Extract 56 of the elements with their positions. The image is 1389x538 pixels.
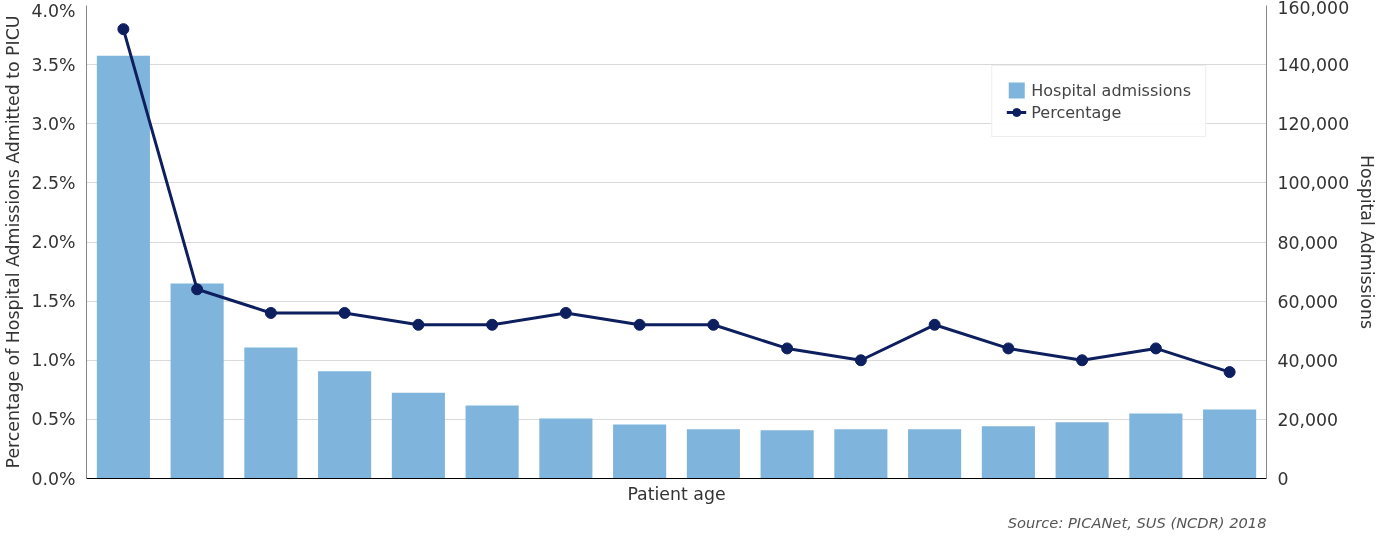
point xyxy=(633,318,646,331)
y2-tick-label: 100,000 xyxy=(1277,173,1350,194)
legend-label: Percentage xyxy=(1031,102,1122,122)
bar xyxy=(465,405,519,479)
bar xyxy=(244,347,298,479)
source-note: Source: PICANet, SUS (NCDR) 2018 xyxy=(1007,513,1267,531)
point xyxy=(707,318,720,331)
y2-tick-label: 120,000 xyxy=(1277,114,1350,135)
point xyxy=(854,354,867,367)
point xyxy=(781,342,794,355)
y-tick-label: 1.5% xyxy=(31,291,76,312)
y-tick-label: 2.5% xyxy=(31,172,76,193)
bar xyxy=(1129,413,1183,479)
point xyxy=(1223,366,1236,379)
y-tick-label: 1.0% xyxy=(31,350,76,371)
bar xyxy=(613,424,667,479)
y-tick-label: 4.0% xyxy=(31,0,76,21)
y2-tick-label: 0 xyxy=(1277,469,1289,489)
bar xyxy=(96,55,150,479)
y2-tick-label: 80,000 xyxy=(1277,232,1339,253)
y2-tick-label: 40,000 xyxy=(1277,350,1339,371)
point xyxy=(117,23,130,36)
y2-tick-label: 60,000 xyxy=(1277,291,1339,312)
y-tick-label: 3.0% xyxy=(31,113,76,134)
y-tick-label: 2.0% xyxy=(31,232,76,252)
point xyxy=(928,318,941,331)
point xyxy=(264,306,277,319)
bar xyxy=(539,418,593,479)
y-tick-label: 3.5% xyxy=(31,54,76,75)
bar xyxy=(1203,409,1257,479)
bar xyxy=(391,392,445,479)
y-tick-label: 0.0% xyxy=(31,468,76,489)
bar xyxy=(908,429,962,479)
point xyxy=(1002,342,1015,355)
point xyxy=(559,306,572,319)
bar xyxy=(981,426,1035,479)
legend-label: Hospital admissions xyxy=(1031,80,1191,100)
bar xyxy=(686,429,740,479)
point xyxy=(1076,354,1089,367)
y2-tick-label: 160,000 xyxy=(1277,0,1350,18)
point xyxy=(412,318,425,331)
point xyxy=(486,318,499,331)
y2-tick-label: 20,000 xyxy=(1277,409,1339,430)
bar xyxy=(760,430,814,479)
y2-axis-title: Hospital Admissions xyxy=(1357,155,1378,329)
bar xyxy=(170,283,224,479)
bar xyxy=(318,371,372,479)
point xyxy=(1149,342,1162,355)
y2-tick-label: 140,000 xyxy=(1277,55,1350,76)
point xyxy=(338,306,351,319)
bar xyxy=(1055,422,1109,479)
x-axis-title: Patient age xyxy=(627,483,726,504)
bar xyxy=(834,429,888,479)
point xyxy=(191,283,204,296)
y-axis-title: Percentage of Hospital Admissions Admitted to PICU xyxy=(3,15,24,469)
y-tick-label: 0.5% xyxy=(31,409,76,430)
